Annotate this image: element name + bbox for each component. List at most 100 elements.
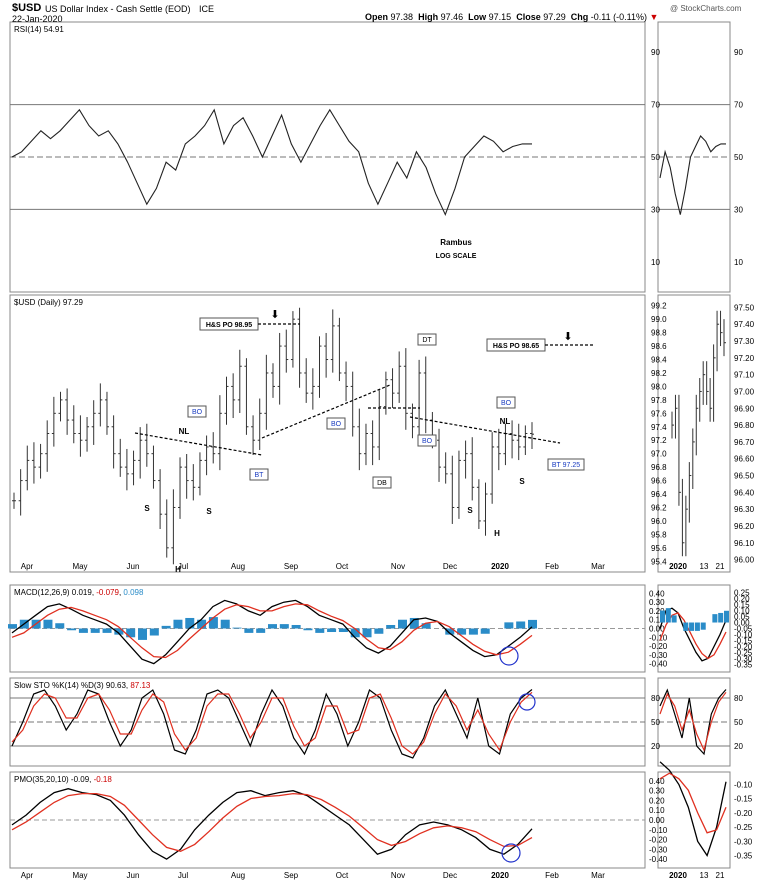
pmo-side-y-tick-label: -0.10 bbox=[734, 781, 753, 790]
symbol-label: $USD bbox=[12, 2, 42, 14]
macd-side-panel-frame bbox=[657, 584, 731, 673]
bottom-side-month-label: 13 bbox=[700, 871, 709, 880]
bottom-side-month-label: 21 bbox=[716, 871, 725, 880]
price-y-tick-label: 95.4 bbox=[651, 557, 667, 566]
price-y-tick-label: 98.2 bbox=[651, 369, 667, 378]
bo-label-1: BO bbox=[192, 409, 203, 416]
macd-histogram-bar bbox=[291, 624, 301, 629]
macd-y-tick-label: 0.30 bbox=[649, 598, 665, 607]
pmo-side-pmo-line bbox=[659, 761, 727, 857]
trendline bbox=[261, 384, 391, 439]
price-y-tick-label: 98.8 bbox=[651, 329, 667, 338]
macd-y-tick-label: -0.40 bbox=[649, 660, 668, 669]
macd-histogram-bar bbox=[528, 619, 537, 629]
sto-y-tick-label: 80 bbox=[651, 694, 660, 703]
pmo-y-tick-label: 0.00 bbox=[649, 816, 665, 825]
macd-histogram-bar bbox=[303, 628, 313, 631]
bottom-month-label: Oct bbox=[336, 871, 349, 880]
rsi-side-y-tick-label: 90 bbox=[734, 48, 743, 57]
bottom-month-label: Jul bbox=[178, 871, 188, 880]
macd-y-tick-label: 0.20 bbox=[649, 607, 665, 616]
macd-histogram-bar bbox=[374, 628, 384, 634]
bo-label-3: BO bbox=[422, 438, 433, 445]
macd-histogram-bar bbox=[480, 628, 490, 634]
down-arrow-icon: ⬇ bbox=[270, 309, 279, 321]
price-side-y-tick-label: 96.30 bbox=[734, 505, 755, 514]
bo-label-2: BO bbox=[331, 421, 342, 428]
macd-y-tick-label: -0.30 bbox=[649, 651, 668, 660]
ohlc-readout: Open 97.38 High 97.46 Low 97.15 Close 97… bbox=[365, 12, 659, 22]
price-y-tick-label: 97.8 bbox=[651, 396, 667, 405]
rsi-y-tick-label: 70 bbox=[651, 101, 660, 110]
price-y-tick-label: 98.4 bbox=[651, 356, 667, 365]
pmo-side-y-tick-label: -0.30 bbox=[734, 837, 753, 846]
bottom-month-label: Jun bbox=[127, 871, 140, 880]
macd-side-signal-line bbox=[659, 612, 727, 660]
s-label: S bbox=[144, 504, 150, 513]
macd-side-histogram-bar bbox=[665, 608, 671, 623]
macd-side-y-tick-label: 0.15 bbox=[734, 601, 750, 610]
macd-side-histogram-bar bbox=[694, 622, 700, 631]
price-y-tick-label: 96.6 bbox=[651, 477, 667, 486]
price-y-tick-label: 97.0 bbox=[651, 450, 667, 459]
macd-histogram-bar bbox=[102, 628, 112, 633]
bo-label-1-box bbox=[187, 405, 207, 418]
macd-histogram-bar bbox=[78, 628, 88, 633]
price-y-tick-label: 95.8 bbox=[651, 530, 667, 539]
macd-histogram-bar bbox=[208, 617, 218, 629]
pmo-y-tick-label: -0.40 bbox=[649, 855, 668, 864]
month-label: May bbox=[72, 562, 87, 571]
sto-side-y-tick-label: 80 bbox=[734, 694, 743, 703]
price-side-y-tick-label: 96.60 bbox=[734, 455, 755, 464]
macd-y-tick-label: 0.40 bbox=[649, 589, 665, 598]
rsi-y-tick-label: 30 bbox=[651, 205, 660, 214]
hs-po-label-1: H&S PO 98.95 bbox=[206, 322, 252, 329]
side-month-label: 2020 bbox=[669, 562, 687, 571]
bottom-month-label: Sep bbox=[284, 871, 299, 880]
db-label-box bbox=[372, 476, 392, 489]
sto-side-y-tick-label: 50 bbox=[734, 718, 743, 727]
macd-side-y-tick-label: -0.20 bbox=[734, 642, 753, 651]
price-y-tick-label: 97.2 bbox=[651, 436, 667, 445]
macd-histogram-bar bbox=[114, 628, 124, 635]
dt-label: DT bbox=[422, 337, 432, 344]
neckline-1 bbox=[134, 432, 263, 456]
macd-title: MACD(12,26,9) 0.019, -0.079, 0.098 bbox=[14, 588, 144, 597]
rsi-side-line bbox=[659, 135, 726, 215]
pmo-pmo-line bbox=[11, 788, 533, 860]
macd-signal-line bbox=[11, 603, 533, 659]
rsi-side-y-tick-label: 50 bbox=[734, 153, 743, 162]
bottom-month-label: 2020 bbox=[491, 871, 509, 880]
macd-histogram-bar bbox=[457, 628, 467, 635]
pmo-title: PMO(35,20,10) -0.09, -0.18 bbox=[14, 775, 112, 784]
price-side-y-tick-label: 97.40 bbox=[734, 320, 755, 329]
db-label: DB bbox=[377, 480, 387, 487]
rsi-side-y-tick-label: 10 bbox=[734, 258, 743, 267]
pmo-y-tick-label: 0.10 bbox=[649, 806, 665, 815]
macd-macd-line bbox=[11, 599, 533, 665]
bottom-month-label: Nov bbox=[391, 871, 405, 880]
month-label: Mar bbox=[591, 562, 605, 571]
macd-histogram-bar bbox=[8, 624, 17, 629]
exchange-label: ICE bbox=[199, 4, 215, 14]
price-y-tick-label: 96.4 bbox=[651, 490, 667, 499]
rsi-y-tick-label: 50 bbox=[651, 153, 660, 162]
month-label: Feb bbox=[545, 562, 559, 571]
price-y-tick-label: 97.6 bbox=[651, 409, 667, 418]
bo-label-4-box bbox=[496, 396, 516, 409]
price-side-y-tick-label: 97.20 bbox=[734, 354, 755, 363]
side-month-label: 13 bbox=[700, 562, 709, 571]
price-y-tick-label: 99.2 bbox=[651, 302, 667, 311]
sto-side-y-tick-label: 20 bbox=[734, 742, 743, 751]
pmo-y-tick-label: 0.30 bbox=[649, 787, 665, 796]
pmo-side-signal-line bbox=[659, 772, 727, 834]
macd-histogram-bar bbox=[516, 621, 526, 629]
price-side-y-tick-label: 96.00 bbox=[734, 556, 755, 565]
price-panel-frame bbox=[9, 294, 646, 573]
sto-side-d-line bbox=[659, 691, 727, 752]
macd-histogram-bar bbox=[504, 622, 514, 629]
bottom-month-label: Mar bbox=[591, 871, 605, 880]
macd-side-y-tick-label: -0.05 bbox=[734, 625, 753, 634]
bottom-month-label: Aug bbox=[231, 871, 245, 880]
